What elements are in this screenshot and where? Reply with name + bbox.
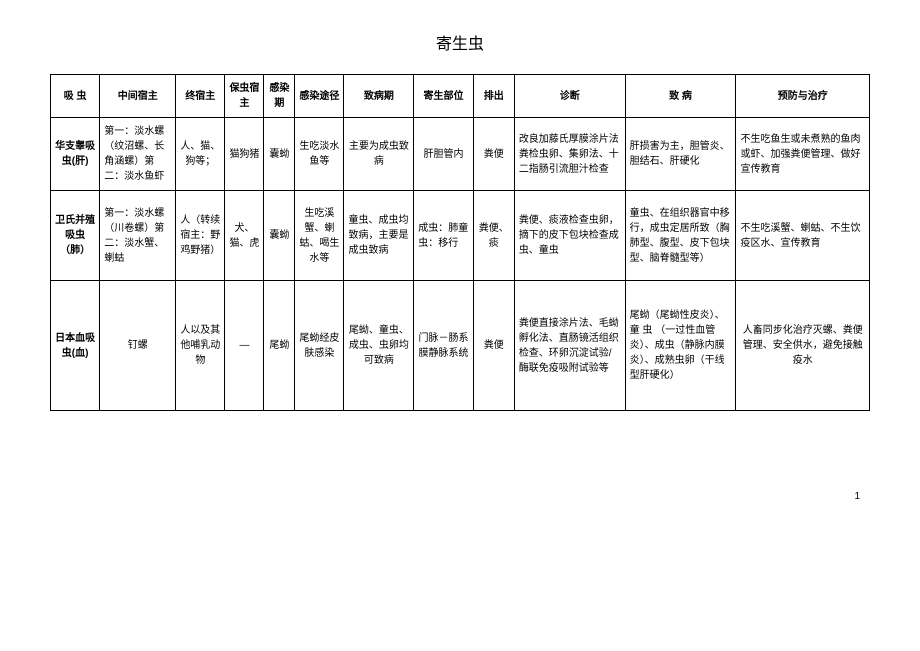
table-row: 卫氏并殖吸虫（肺） 第一：淡水螺（川卷螺）第二：淡水蟹、蝲蛄 人（转续宿主：野鸡… <box>51 191 870 281</box>
cell: 人以及其他哺乳动物 <box>176 281 225 411</box>
header-cell: 保虫宿主 <box>225 75 264 118</box>
table-header-row: 吸 虫 中间宿主 终宿主 保虫宿主 感染期 感染途径 致病期 寄生部位 排出 诊… <box>51 75 870 118</box>
cell: 粪便、痰 <box>473 191 514 281</box>
cell: 人（转续宿主：野鸡野猪） <box>176 191 225 281</box>
cell: 人、猫、狗等； <box>176 118 225 191</box>
header-cell: 寄生部位 <box>414 75 474 118</box>
header-cell: 致 病 <box>625 75 736 118</box>
cell: 犬、猫、虎 <box>225 191 264 281</box>
cell: 生吃淡水鱼等 <box>295 118 344 191</box>
cell: 改良加藤氏厚膜涂片法粪检虫卵、集卵法、十二指肠引流胆汁检查 <box>514 118 625 191</box>
header-cell: 感染途径 <box>295 75 344 118</box>
cell-name: 日本血吸虫(血) <box>51 281 100 411</box>
page-number: 1 <box>50 491 870 502</box>
cell: 尾蚴、童虫、成虫、虫卵均可致病 <box>344 281 414 411</box>
cell: 尾蚴（尾蚴性皮炎）、童 虫 （一过性血管炎）、成虫（静脉内膜炎）、成熟虫卵（干线… <box>625 281 736 411</box>
cell: 囊蚴 <box>264 191 295 281</box>
table-row: 华支睾吸虫(肝) 第一：淡水螺（纹沼螺、长角涵螺）第二：淡水鱼虾 人、猫、狗等；… <box>51 118 870 191</box>
cell: 人畜同步化治疗灭螺、粪便管理、安全供水，避免接触疫水 <box>736 281 870 411</box>
cell: 不生吃溪蟹、蝲蛄、不生饮疫区水、宣传教育 <box>736 191 870 281</box>
cell: 第一：淡水螺（纹沼螺、长角涵螺）第二：淡水鱼虾 <box>100 118 176 191</box>
header-cell: 排出 <box>473 75 514 118</box>
cell: 门脉－肠系膜静脉系统 <box>414 281 474 411</box>
cell: 囊蚴 <box>264 118 295 191</box>
cell: 主要为成虫致病 <box>344 118 414 191</box>
header-cell: 致病期 <box>344 75 414 118</box>
header-cell: 吸 虫 <box>51 75 100 118</box>
page-title: 寄生虫 <box>50 30 870 54</box>
cell: 肝胆管内 <box>414 118 474 191</box>
cell: 生吃溪蟹、蝲蛄、喝生水等 <box>295 191 344 281</box>
cell: 肝损害为主，胆管炎、胆结石、肝硬化 <box>625 118 736 191</box>
header-cell: 诊断 <box>514 75 625 118</box>
cell: 钉螺 <box>100 281 176 411</box>
header-cell: 中间宿主 <box>100 75 176 118</box>
cell: 粪便 <box>473 118 514 191</box>
cell: 第一：淡水螺（川卷螺）第二：淡水蟹、蝲蛄 <box>100 191 176 281</box>
header-cell: 终宿主 <box>176 75 225 118</box>
header-cell: 预防与治疗 <box>736 75 870 118</box>
cell-name: 卫氏并殖吸虫（肺） <box>51 191 100 281</box>
cell: 猫狗猪 <box>225 118 264 191</box>
cell-name: 华支睾吸虫(肝) <box>51 118 100 191</box>
cell: 童虫、成虫均致病，主要是成虫致病 <box>344 191 414 281</box>
cell: 不生吃鱼生或未煮熟的鱼肉或虾、加强粪便管理、做好宣传教育 <box>736 118 870 191</box>
cell: 尾蚴 <box>264 281 295 411</box>
table-row: 日本血吸虫(血) 钉螺 人以及其他哺乳动物 — 尾蚴 尾蚴经皮肤感染 尾蚴、童虫… <box>51 281 870 411</box>
header-cell: 感染期 <box>264 75 295 118</box>
cell: 粪便 <box>473 281 514 411</box>
cell: 成虫：肺童虫：移行 <box>414 191 474 281</box>
cell: 尾蚴经皮肤感染 <box>295 281 344 411</box>
cell: 粪便、痰液检查虫卵，摘下的皮下包块检查成虫、童虫 <box>514 191 625 281</box>
cell: 童虫、在组织器官中移行，成虫定居所致（胸肺型、腹型、皮下包块型、脑脊髓型等） <box>625 191 736 281</box>
cell: — <box>225 281 264 411</box>
parasite-table: 吸 虫 中间宿主 终宿主 保虫宿主 感染期 感染途径 致病期 寄生部位 排出 诊… <box>50 74 870 411</box>
cell: 粪便直接涂片法、毛蚴孵化法、直肠镜活组织检查、环卵沉淀试验/酶联免疫吸附试验等 <box>514 281 625 411</box>
